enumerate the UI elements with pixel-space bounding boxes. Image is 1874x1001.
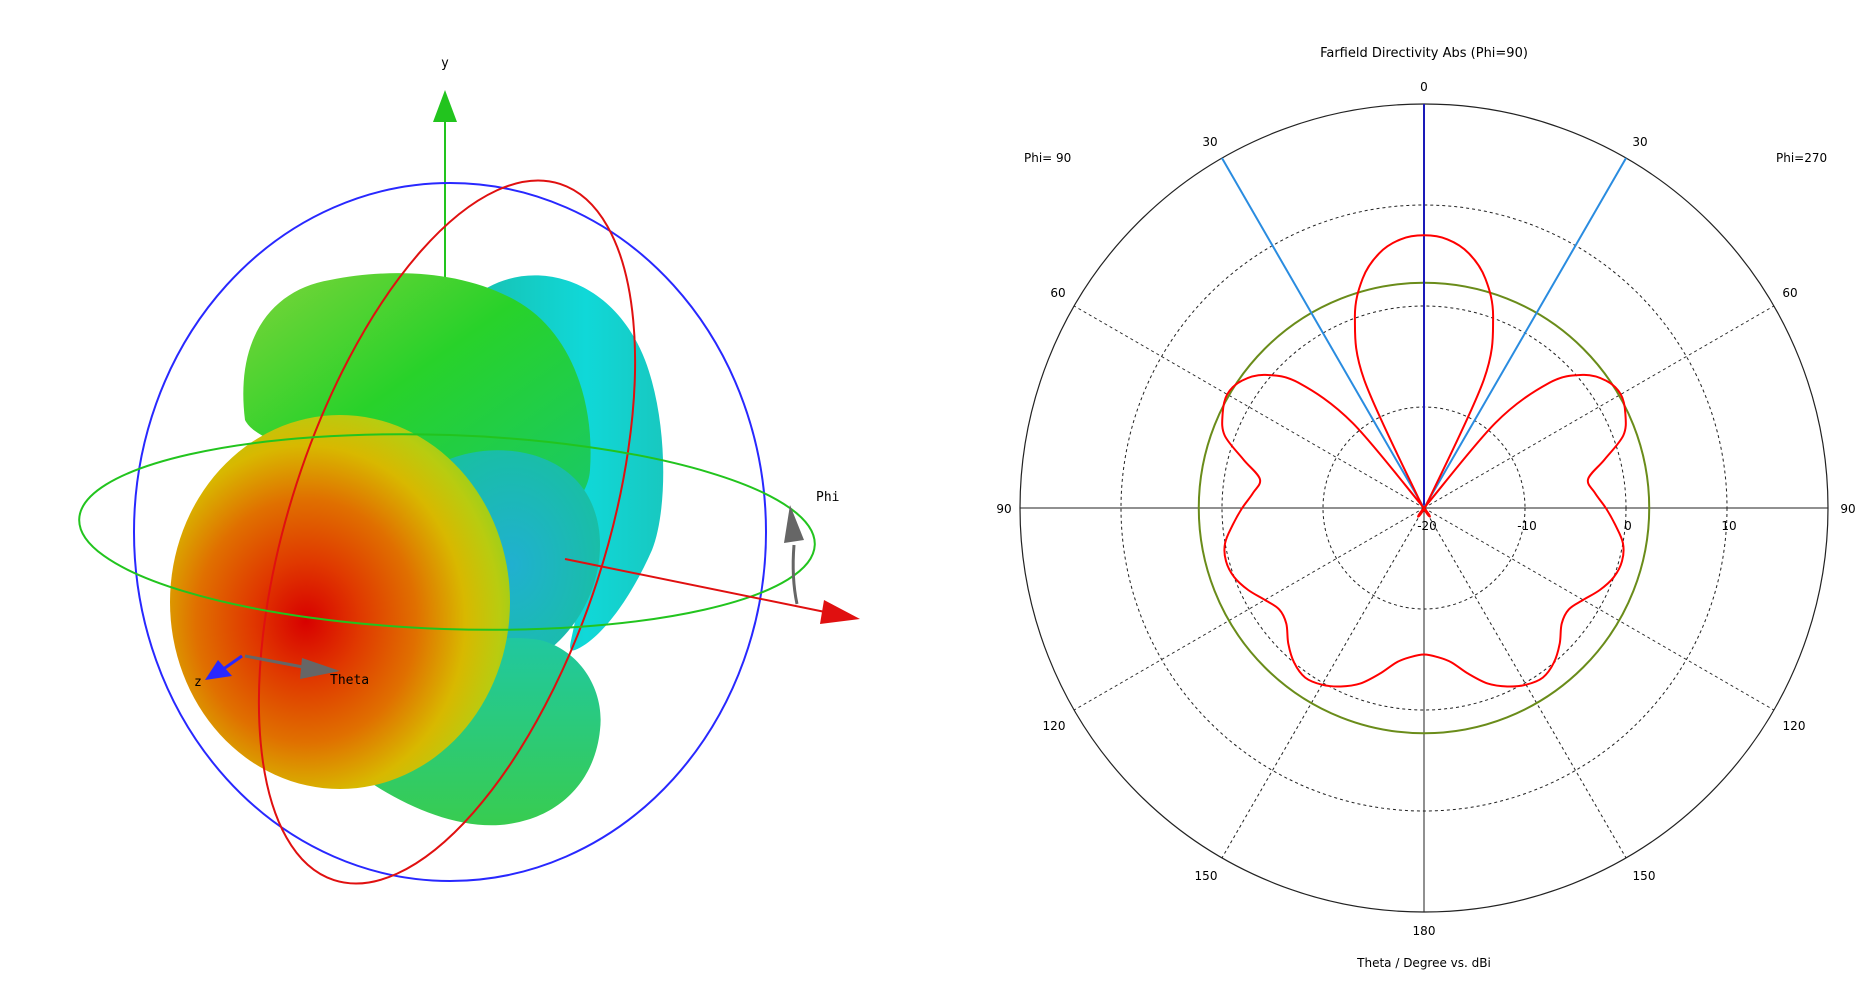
z-axis-arrowhead (205, 660, 232, 680)
angle-label-150-right: 150 (1633, 869, 1656, 883)
x-axis-label: Theta / Degree vs. dBi (1356, 956, 1491, 970)
angle-label-150-left: 150 (1195, 869, 1218, 883)
phi-label: Phi (816, 490, 839, 505)
beamwidth-line (1423, 157, 1627, 509)
angle-label-90-left: 90 (996, 502, 1011, 516)
polar-grid (1019, 103, 1829, 913)
radial-tick-label: 10 (1721, 519, 1736, 533)
angular-grid-line (1073, 305, 1425, 509)
radial-tick-labels: -20 -10 0 10 (1417, 519, 1736, 533)
theta-ring (257, 179, 637, 885)
y-axis-arrowhead (433, 90, 457, 122)
angular-grid-line (1221, 507, 1425, 859)
directivity-curve (1221, 234, 1627, 688)
angle-label-60-left: 60 (1050, 286, 1065, 300)
phi-pointer-shaft (791, 544, 799, 605)
z-axis-line (221, 654, 243, 672)
angle-label-120-right: 120 (1783, 719, 1806, 733)
x-axis-arrowhead (820, 600, 860, 624)
angle-label-60-right: 60 (1782, 286, 1797, 300)
outer-ring (133, 182, 767, 882)
phi-ring (78, 433, 816, 631)
phi-pointer-arrowhead (784, 505, 804, 543)
angle-label-120-left: 120 (1043, 719, 1066, 733)
radial-tick-label: -10 (1517, 519, 1537, 533)
x-axis-line (564, 558, 831, 614)
angle-label-30-right: 30 (1632, 135, 1647, 149)
phi-left-label: Phi= 90 (1024, 151, 1071, 165)
angle-label-0: 0 (1420, 80, 1428, 94)
farfield-3d-view: y Phi Theta z (78, 56, 860, 885)
phi-right-label: Phi=270 (1776, 151, 1827, 165)
polar-plot: Farfield Directivity Abs (Phi=90) Phi= 9… (996, 46, 1855, 970)
y-axis-label: y (441, 56, 449, 71)
angular-grid-line (1423, 507, 1775, 711)
chart-title: Farfield Directivity Abs (Phi=90) (1320, 46, 1528, 61)
angular-grid-line (1073, 507, 1425, 711)
radial-tick-label: -20 (1417, 519, 1437, 533)
angular-grid-line (1423, 507, 1627, 859)
angle-label-180: 180 (1413, 924, 1436, 938)
beamwidth-line (1221, 157, 1425, 509)
theta-pointer-shaft (244, 654, 309, 670)
z-axis-label: z (194, 675, 202, 690)
radial-tick-label: 0 (1624, 519, 1632, 533)
angle-label-30-left: 30 (1202, 135, 1217, 149)
front-lobe (170, 415, 510, 789)
angular-grid-line (1423, 305, 1775, 509)
angle-labels: 0 30 30 60 60 90 90 120 120 150 150 180 (996, 80, 1855, 938)
theta-pointer-arrowhead (300, 658, 340, 679)
angle-label-90-right: 90 (1840, 502, 1855, 516)
theta-label: Theta (330, 673, 369, 688)
